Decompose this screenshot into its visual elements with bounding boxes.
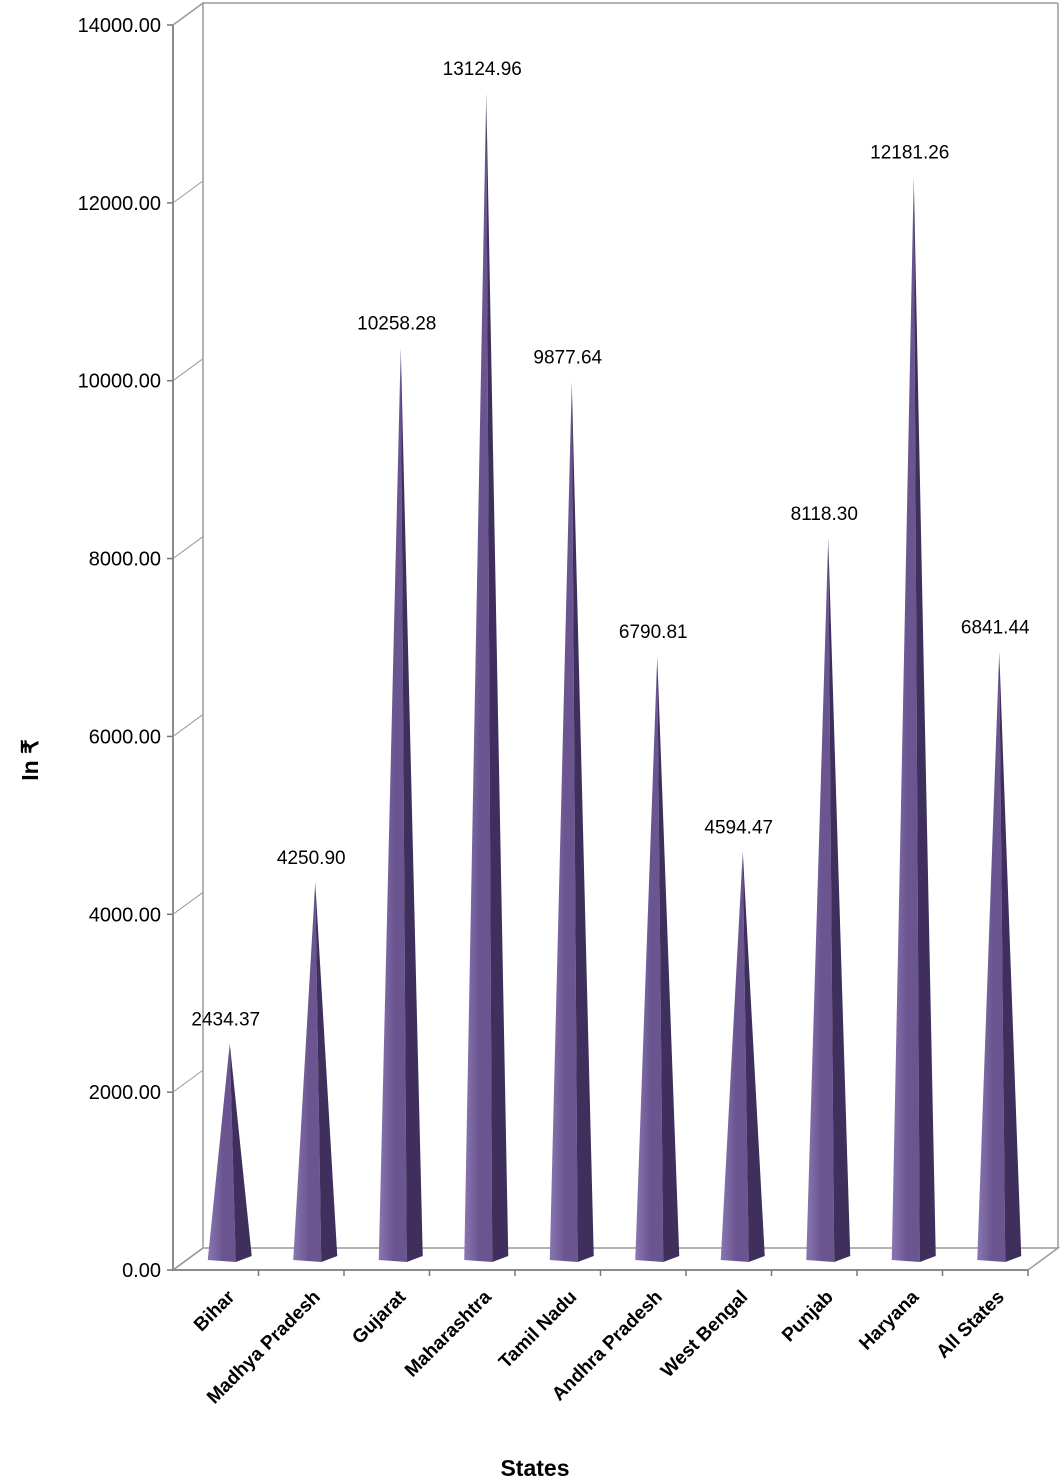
data-label: 12181.26 xyxy=(870,143,949,164)
y-tick-diag xyxy=(172,536,204,559)
bar-side xyxy=(571,381,594,1262)
y-tick-label: 2000.00 xyxy=(89,1082,161,1104)
data-label: 6790.81 xyxy=(619,622,688,643)
y-tick-diag xyxy=(172,1069,204,1093)
y-tick-diag xyxy=(172,180,204,204)
y-tick-label: 8000.00 xyxy=(89,549,161,571)
category-label: West Bengal xyxy=(657,1287,752,1382)
side-wall xyxy=(172,1,204,1272)
bar-front xyxy=(293,881,322,1262)
bar-front xyxy=(720,851,749,1262)
bar-front xyxy=(378,347,407,1262)
y-tick-label: 12000.00 xyxy=(78,193,161,215)
category-label: Gujarat xyxy=(348,1286,410,1348)
x-axis-title: States xyxy=(500,1455,569,1481)
category-label: Bihar xyxy=(190,1286,240,1336)
bar-side xyxy=(999,651,1022,1262)
plot-area: 2434.37 4250.90 10258.28 13124.96 9877.64 679… xyxy=(191,59,1030,1263)
y-tick-diag xyxy=(172,358,204,382)
data-label: 2434.37 xyxy=(191,1010,260,1031)
bar-front xyxy=(891,176,920,1263)
bar-side xyxy=(742,851,765,1262)
data-label: 9877.64 xyxy=(533,348,602,369)
bar-side xyxy=(913,176,936,1263)
category-label: Punjab xyxy=(778,1287,838,1347)
bar-front xyxy=(806,538,835,1262)
bar-side xyxy=(657,656,680,1262)
y-tick-label: 14000.00 xyxy=(78,15,161,37)
y-tick-diag xyxy=(172,2,204,26)
y-tick-diag xyxy=(172,891,204,915)
data-label: 6841.44 xyxy=(961,618,1030,639)
category-label: All States xyxy=(933,1287,1009,1363)
category-label: Haryana xyxy=(855,1286,923,1354)
bar-front xyxy=(549,381,578,1262)
data-label: 10258.28 xyxy=(357,314,436,335)
y-tick-diag xyxy=(172,1247,204,1271)
category-label: Maharashtra xyxy=(401,1286,496,1381)
bar-side xyxy=(486,92,509,1263)
bar-side xyxy=(828,538,851,1262)
category-label: Tamil Nadu xyxy=(495,1287,581,1373)
bar-side xyxy=(229,1043,252,1262)
data-label: 4594.47 xyxy=(704,817,773,838)
bar-front xyxy=(207,1043,236,1262)
data-label: 8118.30 xyxy=(791,504,858,525)
bar-front xyxy=(464,92,493,1263)
y-tick-label: 10000.00 xyxy=(78,371,161,393)
data-label: 13124.96 xyxy=(443,59,522,80)
y-tick-label: 6000.00 xyxy=(89,726,161,748)
bar-side xyxy=(315,881,338,1262)
bar-front xyxy=(977,651,1006,1262)
y-axis: 0.00 2000.00 4000.00 6000.00 8000.00 10000.00… xyxy=(78,2,204,1282)
bar-side xyxy=(400,347,423,1262)
y-tick-label: 0.00 xyxy=(122,1260,161,1282)
data-label: 4250.90 xyxy=(277,848,346,869)
y-tick-diag xyxy=(172,714,204,737)
y-tick-label: 4000.00 xyxy=(89,904,161,926)
bar-front xyxy=(635,656,664,1262)
y-axis-title: In ₹ xyxy=(17,739,43,781)
